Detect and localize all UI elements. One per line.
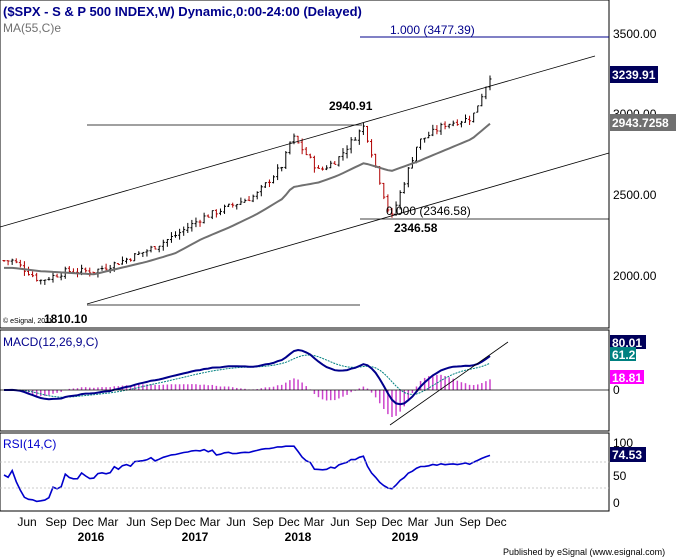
x-month-label: Dec [278,515,299,529]
x-month-label: Jun [434,515,453,529]
last-price-badge [610,66,658,83]
rsi-line [3,445,491,503]
x-month-label: Jun [226,515,245,529]
peak-label: 2940.91 [329,99,373,113]
x-year-label: 2018 [285,530,312,544]
rsi-panel [0,432,610,512]
fib-high-label: 1.000 (3477.39) [390,23,475,37]
upper-channel-line [0,55,596,228]
macd-label: MACD(12,26,9,C) [3,335,98,349]
x-month-label: Jun [126,515,145,529]
x-year-label: 2016 [78,530,105,544]
x-month-label: Dec [381,515,402,529]
ma-value-badge [610,114,676,131]
rsi-group [3,445,491,503]
x-month-label: Sep [45,515,67,529]
rsi-tick-50: 50 [613,469,627,483]
rsi-value-badge [610,447,646,462]
x-month-label: Sep [150,515,172,529]
x-month-label: Mar [304,515,325,529]
x-axis: Jun Sep Dec Mar Jun Sep Dec Mar Jun Sep Dec Mar Jun S… [17,515,506,544]
price-tick-2000: 2000.00 [613,269,657,283]
x-month-label: Jun [17,515,36,529]
ma55-line [4,122,491,276]
price-candles [2,75,492,285]
x-month-label: Mar [98,515,119,529]
macd-zero-tick: 0 [613,383,620,397]
x-month-label: Mar [408,515,429,529]
x-year-label: 2017 [182,530,209,544]
hist-value: 18.81 [612,371,642,385]
price-tick-2500: 2500.00 [613,188,657,202]
last-price-value: 3239.91 [612,68,656,82]
x-month-label: Sep [252,515,274,529]
rsi-label: RSI(14,C) [3,437,56,451]
hist-value-badge [610,370,644,384]
x-month-label: Sep [355,515,377,529]
ma-label: MA(55,C)e [3,21,61,35]
rsi-tick-0: 0 [613,496,620,510]
macd-trendline [389,341,509,426]
x-month-label: Mar [200,515,221,529]
price-axis: 3500.00 3000.00 2500.00 2000.00 [613,27,657,283]
x-month-label: Dec [72,515,93,529]
ma-value: 2943.7258 [612,116,669,130]
rsi-value: 74.53 [612,448,642,462]
chart-title: ($SPX - S & P 500 INDEX,W) Dynamic,0:00-… [3,4,362,19]
macd-value: 80.01 [612,336,642,350]
x-month-label: Dec [174,515,195,529]
trough-label: 2346.58 [394,221,438,235]
lower-channel-line [86,152,610,305]
price-tick-3500: 3500.00 [613,27,657,41]
signal-value-badge [610,347,636,361]
rsi-tick-100: 100 [613,436,633,450]
fib-low-label: 0.000 (2346.58) [386,204,471,218]
footer-credit: Published by eSignal (www.esignal.com) [503,547,665,557]
watermark: © eSignal, 2011 [3,317,53,325]
x-month-label: Jun [330,515,349,529]
macd-panel [0,329,610,432]
macd-line [4,348,491,406]
x-month-label: Sep [459,515,481,529]
macd-value-badge [610,335,646,349]
x-year-label: 2019 [392,530,419,544]
signal-value: 61.2 [612,348,636,362]
low-2016-label: 1810.10 [44,312,88,326]
price-panel [0,0,610,329]
x-month-label: Dec [485,515,506,529]
